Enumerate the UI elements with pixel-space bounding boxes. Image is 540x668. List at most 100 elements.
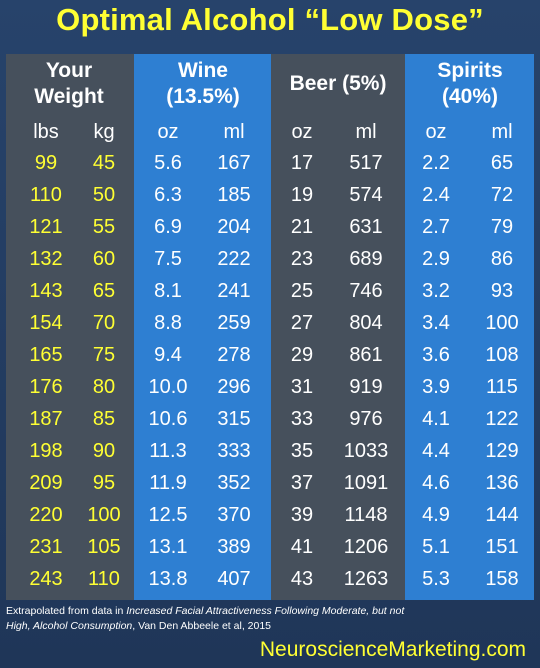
table-row: 243 110 13.8 407 43 1263 5.3 158 [6,564,534,594]
table-row: 110 50 6.3 185 19 574 2.4 72 [6,180,534,210]
cell-kg: 100 [87,504,121,526]
cell-lbs: 243 [29,568,63,590]
cell-spirits-ml: 79 [490,216,514,238]
table-row: 143 65 8.1 241 25 746 3.2 93 [6,276,534,306]
cell-wine-ml: 296 [217,376,251,398]
unit-lbs: lbs [33,121,59,143]
cell-wine-oz: 10.0 [148,376,188,398]
cell-wine-ml: 222 [217,248,251,270]
cell-beer-ml: 574 [349,184,383,206]
cell-spirits-ml: 122 [485,408,519,430]
cell-beer-oz: 35 [290,440,314,462]
cell-wine-oz: 7.5 [154,248,182,270]
cell-beer-oz: 31 [290,376,314,398]
cell-spirits-ml: 72 [490,184,514,206]
header-weight: Your Weight [34,59,104,108]
footnote-study-title: Increased Facial Attractiveness Followin… [6,605,405,632]
cell-wine-oz: 13.1 [148,536,188,558]
cell-spirits-oz: 2.4 [422,184,450,206]
table-row: 132 60 7.5 222 23 689 2.9 86 [6,244,534,274]
unit-spirits-ml: ml [491,121,513,143]
table-row: 154 70 8.8 259 27 804 3.4 100 [6,308,534,338]
cell-wine-oz: 11.3 [149,440,187,462]
cell-wine-ml: 185 [217,184,251,206]
wine-column-band [134,54,271,600]
cell-spirits-ml: 65 [490,152,514,174]
unit-beer-ml: ml [355,121,377,143]
cell-wine-oz: 6.3 [154,184,182,206]
footnote-prefix: Extrapolated from data in [6,605,127,617]
cell-spirits-ml: 136 [485,472,519,494]
cell-wine-oz: 11.9 [149,472,187,494]
cell-kg: 105 [87,536,121,558]
cell-kg: 110 [88,568,120,590]
table-row: 209 95 11.9 352 37 1091 4.6 136 [6,468,534,498]
cell-spirits-oz: 3.2 [422,280,450,302]
unit-beer-oz: oz [291,121,313,143]
cell-lbs: 143 [29,280,63,302]
cell-kg: 80 [92,376,116,398]
unit-wine-ml: ml [223,121,245,143]
cell-lbs: 231 [29,536,63,558]
table-row: 165 75 9.4 278 29 861 3.6 108 [6,340,534,370]
cell-spirits-oz: 2.2 [422,152,450,174]
header-beer: Beer (5%) [289,72,387,95]
cell-spirits-ml: 144 [485,504,519,526]
cell-spirits-oz: 4.9 [422,504,450,526]
cell-beer-oz: 33 [290,408,314,430]
cell-wine-ml: 407 [217,568,251,590]
cell-lbs: 132 [29,248,63,270]
cell-wine-ml: 352 [217,472,251,494]
cell-spirits-ml: 115 [486,376,518,398]
cell-lbs: 176 [29,376,63,398]
header-wine: Wine (13.5%) [166,59,240,108]
table-row: 99 45 5.6 167 17 517 2.2 65 [6,148,534,178]
cell-spirits-ml: 86 [490,248,514,270]
cell-kg: 90 [92,440,116,462]
table-row: 231 105 13.1 389 41 1206 5.1 151 [6,532,534,562]
cell-beer-oz: 21 [290,216,314,238]
cell-wine-ml: 389 [217,536,251,558]
cell-wine-oz: 9.4 [154,344,182,366]
unit-spirits-oz: oz [425,121,447,143]
cell-lbs: 154 [29,312,63,334]
footnote-suffix: , Van Den Abbeele et al, 2015 [132,620,272,632]
cell-wine-oz: 12.5 [148,504,188,526]
cell-spirits-oz: 4.4 [422,440,450,462]
cell-spirits-ml: 129 [485,440,519,462]
table-row: 220 100 12.5 370 39 1148 4.9 144 [6,500,534,530]
cell-beer-oz: 19 [290,184,314,206]
cell-spirits-oz: 3.9 [422,376,450,398]
cell-spirits-oz: 2.9 [422,248,450,270]
dose-table: Your Weight Wine (13.5%) Beer (5%) Spiri… [6,54,534,600]
cell-wine-ml: 333 [217,440,251,462]
cell-beer-ml: 1263 [343,568,389,590]
cell-lbs: 121 [29,216,63,238]
cell-wine-oz: 8.1 [154,280,182,302]
cell-beer-ml: 689 [349,248,383,270]
unit-kg: kg [93,121,115,143]
cell-lbs: 198 [29,440,63,462]
cell-kg: 70 [92,312,116,334]
table-row: 198 90 11.3 333 35 1033 4.4 129 [6,436,534,466]
cell-spirits-ml: 158 [485,568,519,590]
cell-spirits-ml: 100 [485,312,519,334]
cell-wine-oz: 8.8 [154,312,182,334]
cell-beer-oz: 25 [290,280,314,302]
cell-spirits-ml: 108 [485,344,519,366]
cell-beer-oz: 29 [290,344,314,366]
spirits-column-band [405,54,534,600]
cell-beer-ml: 517 [349,152,383,174]
cell-kg: 65 [92,280,116,302]
cell-spirits-ml: 151 [485,536,519,558]
cell-wine-oz: 6.9 [154,216,182,238]
header-spirits: Spirits (40%) [437,59,503,108]
cell-spirits-oz: 5.1 [422,536,450,558]
cell-lbs: 165 [29,344,63,366]
cell-kg: 85 [92,408,116,430]
cell-beer-oz: 39 [290,504,314,526]
cell-kg: 75 [92,344,116,366]
cell-wine-oz: 5.6 [154,152,182,174]
cell-kg: 55 [92,216,116,238]
cell-lbs: 99 [34,152,58,174]
